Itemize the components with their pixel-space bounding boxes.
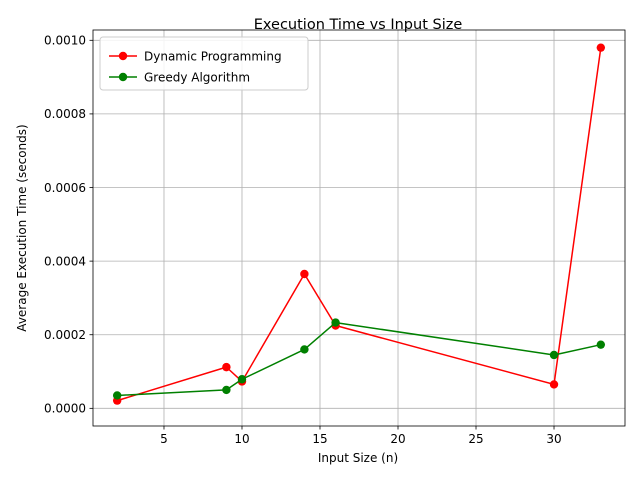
y-axis-label: Average Execution Time (seconds) [15, 124, 29, 331]
y-tick-label: 0.0008 [44, 107, 86, 121]
y-axis-ticks: 0.0000 0.0002 0.0004 0.0006 0.0008 0.0010 [44, 34, 93, 416]
series-line-dynamic-programming [116, 47, 602, 402]
x-tick-label: 15 [312, 432, 327, 446]
data-point-dynamic-programming [596, 43, 606, 52]
x-axis-label: Input Size (n) [318, 451, 398, 465]
y-tick-label: 0.0006 [44, 181, 86, 195]
x-axis-ticks: 5 10 15 20 25 30 [160, 426, 562, 446]
plot-frame [92, 29, 626, 427]
legend-marker-greedy-algorithm [118, 72, 128, 82]
y-tick-label: 0.0000 [44, 402, 86, 416]
chart-title: Execution Time vs Input Size [254, 17, 463, 33]
data-point-dynamic-programming [222, 362, 231, 372]
data-point-greedy-algorithm [237, 375, 247, 384]
series-greedy-algorithm [112, 318, 606, 400]
legend-label-dynamic-programming: Dynamic Programming [144, 50, 282, 64]
plot-series [112, 43, 606, 405]
data-point-greedy-algorithm [300, 345, 309, 354]
x-tick-label: 25 [468, 432, 483, 446]
x-tick-label: 5 [160, 432, 168, 446]
data-point-greedy-algorithm [112, 391, 122, 400]
y-tick-label: 0.0004 [44, 254, 86, 268]
data-point-greedy-algorithm [331, 318, 340, 327]
data-point-greedy-algorithm [549, 350, 559, 360]
legend-label-greedy-algorithm: Greedy Algorithm [144, 71, 250, 85]
legend: Dynamic Programming Greedy Algorithm [99, 36, 309, 91]
data-point-greedy-algorithm [222, 385, 231, 395]
x-tick-label: 20 [390, 432, 405, 446]
data-point-greedy-algorithm [596, 340, 606, 349]
x-tick-label: 10 [234, 432, 249, 446]
y-tick-label: 0.0002 [44, 328, 86, 342]
legend-marker-dynamic-programming [118, 51, 128, 61]
series-dynamic-programming [112, 43, 606, 405]
x-tick-label: 30 [546, 432, 561, 446]
y-tick-label: 0.0010 [44, 34, 86, 48]
data-point-dynamic-programming [549, 380, 559, 389]
legend-box [99, 36, 309, 91]
series-line-greedy-algorithm [117, 321, 601, 397]
data-point-dynamic-programming [300, 269, 309, 279]
